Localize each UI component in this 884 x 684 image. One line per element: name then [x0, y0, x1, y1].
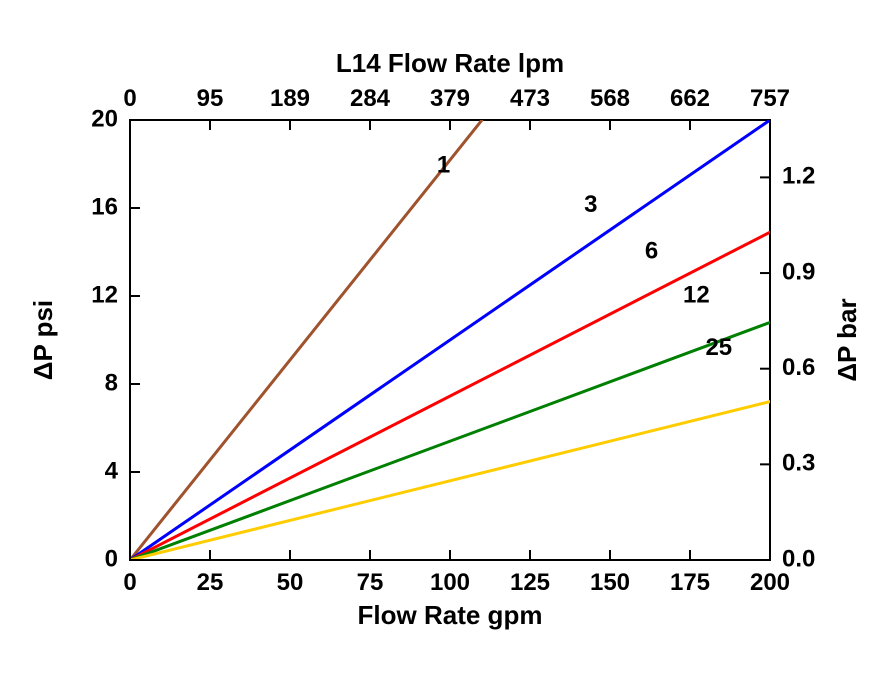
x-top-tick-label: 473 [510, 85, 550, 112]
x-top-tick-label: 662 [670, 85, 710, 112]
y-right-axis-label: ΔP bar [832, 298, 862, 381]
y-right-tick-label: 0.3 [782, 450, 815, 477]
x-bottom-tick-label: 125 [510, 569, 550, 596]
x-top-tick-label: 189 [270, 85, 310, 112]
series-label: 3 [584, 191, 597, 218]
y-left-tick-label: 16 [91, 193, 118, 220]
x-top-tick-label: 95 [197, 85, 224, 112]
series-label: 12 [683, 281, 710, 308]
y-left-tick-label: 8 [105, 369, 118, 396]
x-bottom-tick-label: 100 [430, 569, 470, 596]
x-bottom-tick-label: 175 [670, 569, 710, 596]
y-left-tick-label: 12 [91, 281, 118, 308]
x-top-tick-label: 284 [350, 85, 391, 112]
y-left-tick-label: 0 [105, 545, 118, 572]
series-label: 25 [705, 334, 732, 361]
series-label: 6 [645, 237, 658, 264]
x-bottom-tick-label: 25 [197, 569, 224, 596]
x-top-tick-label: 0 [123, 85, 136, 112]
x-top-tick-label: 568 [590, 85, 630, 112]
y-left-tick-label: 4 [105, 457, 119, 484]
y-left-axis-label: ΔP psi [28, 300, 58, 380]
y-left-tick-label: 20 [91, 105, 118, 132]
y-right-tick-label: 1.2 [782, 163, 815, 190]
chart-svg: 13612250255075100125150175200Flow Rate g… [0, 0, 884, 684]
x-top-tick-label: 379 [430, 85, 470, 112]
x-bottom-axis-label: Flow Rate gpm [358, 600, 543, 630]
series-label: 1 [437, 152, 450, 179]
x-bottom-tick-label: 50 [277, 569, 304, 596]
chart-container: 13612250255075100125150175200Flow Rate g… [0, 0, 884, 684]
x-bottom-tick-label: 150 [590, 569, 630, 596]
y-right-tick-label: 0.6 [782, 354, 815, 381]
chart-title-top: L14 Flow Rate lpm [336, 48, 564, 78]
x-bottom-tick-label: 200 [750, 569, 790, 596]
x-bottom-tick-label: 75 [357, 569, 384, 596]
x-bottom-tick-label: 0 [123, 569, 136, 596]
x-top-tick-label: 757 [750, 85, 790, 112]
y-right-tick-label: 0.9 [782, 258, 815, 285]
y-right-tick-label: 0.0 [782, 545, 815, 572]
